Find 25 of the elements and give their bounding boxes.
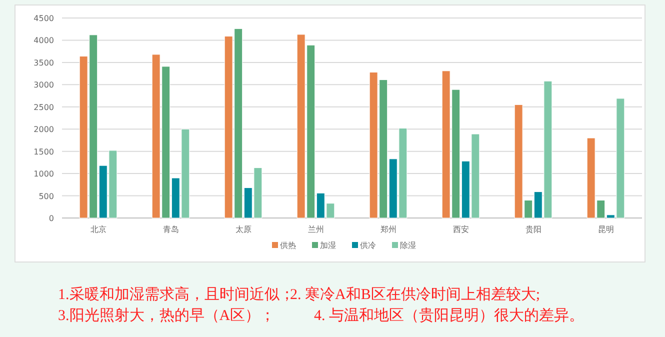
x-tick-label: 青岛 — [162, 225, 179, 234]
x-tick-label: 昆明 — [598, 225, 614, 234]
x-tick-label: 西安 — [452, 225, 469, 234]
y-tick-label: 2500 — [34, 102, 54, 112]
legend-label: 供热 — [280, 241, 296, 250]
x-tick-label: 太原 — [235, 225, 252, 234]
x-tick-label: 郑州 — [380, 225, 396, 234]
y-tick-label: 1000 — [34, 170, 54, 179]
text: 2. 寒冷A和B区在供冷时间上相差较大; — [290, 286, 540, 303]
x-tick-label: 兰州 — [308, 225, 324, 234]
y-tick-label: 3000 — [34, 80, 54, 90]
y-tick-label: 4500 — [34, 14, 54, 23]
legend-label: 供冷 — [360, 241, 376, 250]
x-tick-label: 贵阳 — [525, 225, 542, 234]
text: 3.阳光照射大，热的早（A区）； — [58, 307, 276, 324]
y-tick-label: 1500 — [34, 147, 54, 156]
y-tick-label: 4000 — [34, 36, 54, 46]
y-tick-label: 3500 — [34, 58, 54, 68]
y-tick-label: 500 — [38, 192, 54, 201]
y-tick-label: 2000 — [34, 125, 54, 134]
legend-label: 除湿 — [400, 241, 416, 250]
x-tick-label: 北京 — [90, 225, 106, 234]
text: 4. 与温和地区（贵阳昆明）很大的差异。 — [314, 307, 584, 324]
y-tick-label: 0 — [48, 214, 54, 223]
legend-label: 加湿 — [320, 241, 336, 250]
